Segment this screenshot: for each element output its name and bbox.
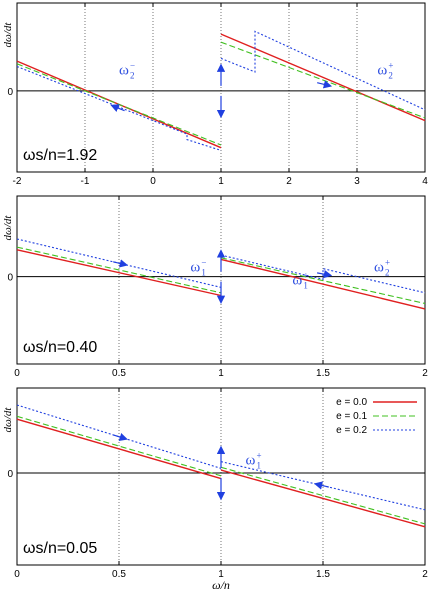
x-tick-label: 0 [14,569,20,580]
flow-arrow [113,259,129,268]
x-tick-label: 3 [354,176,360,187]
series-line-e1 [220,466,426,525]
series-line-e1 [220,257,426,305]
series-line-e2 [16,65,222,151]
fixed-point-sup: + [256,450,261,460]
x-tick-label: -2 [13,176,22,187]
fixed-point-sup: + [303,271,308,281]
fixed-point-sup: + [385,257,390,267]
fixed-point-sub: 2 [388,71,393,81]
flow-arrow [313,481,329,490]
x-tick-label: 0.5 [112,569,126,580]
fixed-point-sup: − [201,257,206,267]
ratio-label: ωs/n=0.40 [23,339,97,356]
fixed-point-sub: 2 [385,267,390,277]
series-line-e0 [16,249,222,297]
legend-entry: e = 0.1 [336,411,367,422]
legend-entry: e = 0.2 [336,425,367,436]
ratio-label: ωs/n=1.92 [23,147,97,164]
x-tick-label: 1 [218,569,224,580]
x-tick-label: 1 [218,176,224,187]
x-tick-label: 0 [14,368,20,379]
series-line-e0 [16,418,222,480]
x-tick-label: 2 [422,368,428,379]
legend: e = 0.0 e = 0.1 e = 0.2 [336,397,417,436]
x-tick-label: 0.5 [112,368,126,379]
x-tick-label: -1 [81,176,90,187]
ratio-label: ωs/n=0.05 [23,540,97,557]
x-tick-label: 4 [422,176,428,187]
y-tick-label: 0 [7,273,13,284]
fixed-point-sup: + [388,61,393,71]
legend-entry: e = 0.0 [336,397,367,408]
fixed-point-label: ω [377,63,387,79]
x-tick-label: 1.5 [316,368,330,379]
y-axis-label: dω/dt [2,22,14,48]
flow-arrow [317,80,333,89]
fixed-point-sub: 1 [201,267,206,277]
y-tick-label: 0 [7,87,13,98]
fixed-point-sub: 2 [130,71,135,81]
fixed-point-label: ω [119,63,129,79]
x-axis-label: ω/n [212,578,230,592]
flow-arrow [316,269,333,279]
flow-arrow [110,104,125,112]
fixed-point-sub: 1 [303,281,308,291]
fixed-point-label: ω [374,259,384,275]
series-line-e1 [220,41,426,119]
series-line-e2 [220,254,426,294]
x-tick-label: 1.5 [316,569,330,580]
x-tick-label: 0 [150,176,156,187]
y-axis-label: dω/dt [2,407,14,433]
series-line-e1 [16,246,222,294]
fixed-point-sub: 1 [256,460,261,470]
fixed-point-label: ω [190,259,200,275]
series-line-e2 [220,30,426,111]
x-tick-label: 2 [286,176,292,187]
series-line-e0 [220,469,426,528]
y-axis-label: dω/dt [2,215,14,241]
series-line-e0 [220,33,426,122]
y-tick-label: 0 [7,469,13,480]
fixed-point-label: ω [292,273,302,289]
flow-arrow [113,432,128,442]
series-line-e0 [220,258,426,310]
fixed-point-sup: − [130,61,135,71]
x-tick-label: 1 [218,368,224,379]
x-tick-label: 2 [422,569,428,580]
fixed-point-label: ω [245,452,255,468]
